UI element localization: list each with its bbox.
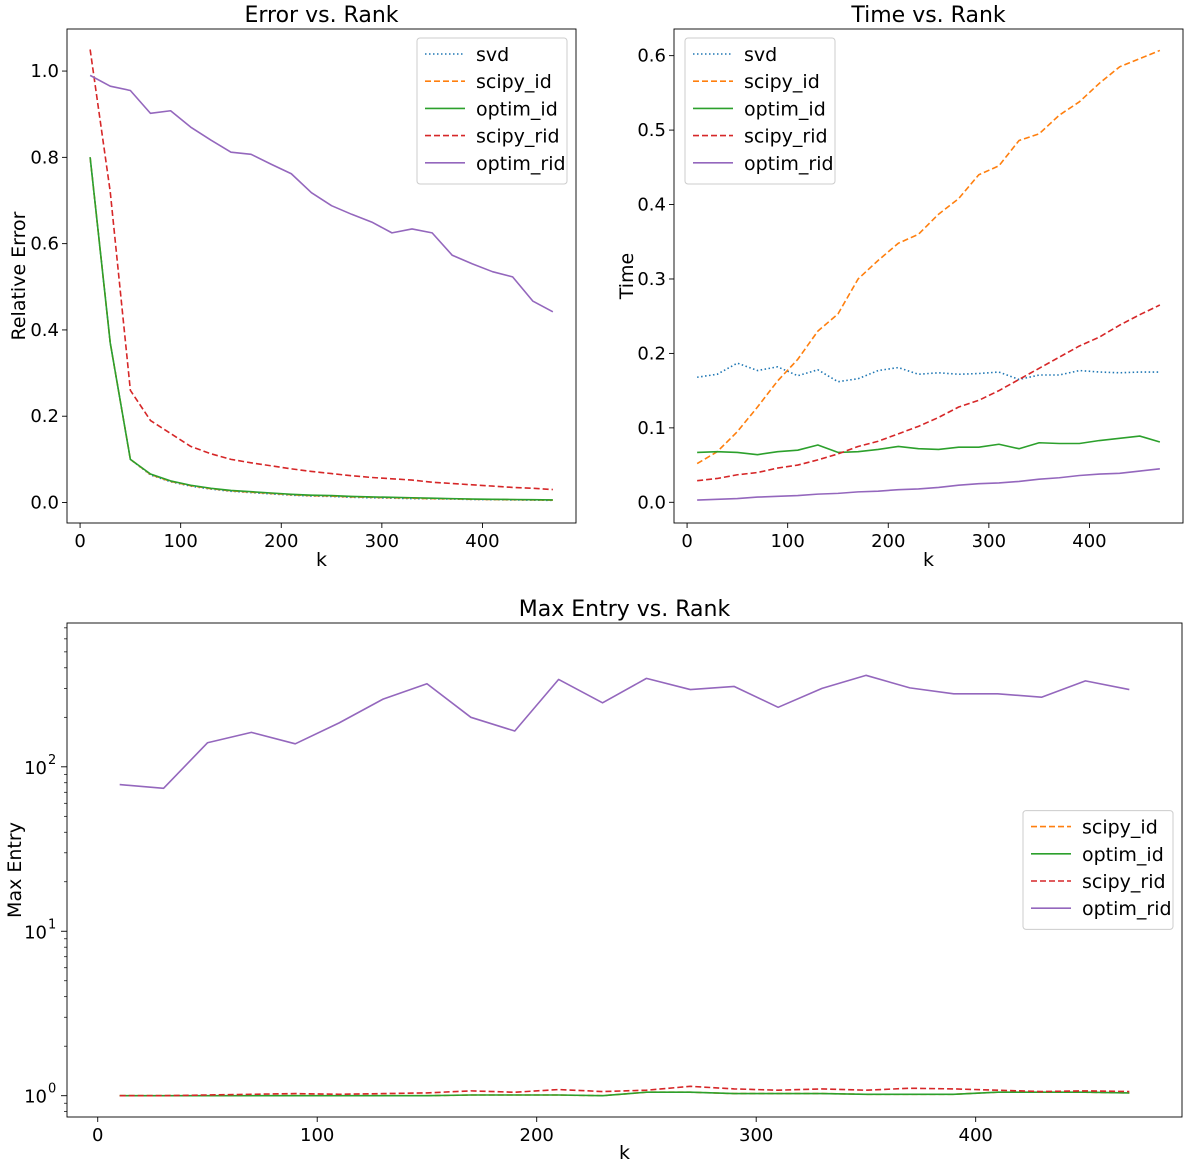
y-tick-label: 0.4: [637, 195, 666, 216]
legend-label-optim_id: optim_id: [476, 98, 558, 120]
x-axis-label: k: [923, 549, 934, 571]
legend-label-scipy_rid: scipy_rid: [1082, 871, 1166, 893]
legend-frame: [684, 37, 836, 185]
time-vs-rank-chart: Time vs. Rank 0 100 200 300 400 0.0 0.1 0.2 0.3 0.…: [616, 3, 1184, 571]
y-tick-exponent: 0: [48, 1082, 56, 1097]
y-tick-label: 0.0: [637, 492, 666, 513]
series-line-scipy_rid: [697, 304, 1161, 482]
legend-label-optim_id: optim_id: [1082, 844, 1164, 866]
x-tick-label: 300: [972, 531, 1006, 552]
x-tick-label: 400: [1072, 531, 1106, 552]
series-line-scipy_id: [696, 49, 1161, 465]
error-vs-rank-chart: Error vs. Rank 0 100 200 300 400 0.0 0.2 0.4 0.6 0…: [8, 3, 577, 571]
y-tick-label: 1.0: [30, 61, 59, 82]
series-line-scipy_rid: [119, 1085, 1130, 1097]
legend-label-scipy_rid: scipy_rid: [476, 126, 560, 148]
x-tick-label: 0: [681, 531, 692, 552]
legend: svd scipy_id optim_id scipy_rid optim_rid: [684, 37, 836, 185]
legend-label-scipy_id: scipy_id: [1082, 817, 1158, 839]
x-tick-label: 300: [739, 1125, 773, 1146]
x-tick-label: 200: [520, 1125, 554, 1146]
plot-frame: [673, 28, 1184, 524]
series-line-optim_id: [697, 435, 1161, 456]
y-axis-label: Max Entry: [4, 822, 26, 918]
legend: svd scipy_id optim_id scipy_rid optim_rid: [416, 37, 568, 185]
y-tick-label: 0.1: [637, 418, 666, 439]
y-tick-label: 0.6: [30, 234, 59, 255]
legend-label-scipy_id: scipy_id: [744, 71, 820, 93]
series-lines: [119, 674, 1130, 1097]
x-tick-label: 100: [770, 531, 804, 552]
y-axis-label: Relative Error: [8, 211, 30, 340]
legend-label-optim_id: optim_id: [744, 98, 826, 120]
y-tick-exponent: 1: [48, 917, 56, 932]
legend-label-scipy_id: scipy_id: [476, 71, 552, 93]
legend-label-optim_rid: optim_rid: [744, 153, 834, 175]
y-tick-label: 10: [24, 1087, 47, 1108]
y-tick-label: 0.4: [30, 320, 59, 341]
legend-label-svd: svd: [476, 44, 509, 66]
x-tick-label: 0: [92, 1125, 103, 1146]
y-tick-label: 0.2: [637, 343, 666, 364]
y-axis-label: Time: [616, 253, 638, 301]
x-tick-label: 0: [74, 531, 85, 552]
series-line-scipy_rid: [89, 49, 553, 491]
y-tick-label: 0.0: [30, 493, 59, 514]
y-tick-label: 0.5: [637, 120, 666, 141]
y-tick-label: 0.6: [637, 46, 666, 67]
chart-title: Time vs. Rank: [850, 3, 1006, 28]
series-line-optim_id: [89, 157, 553, 501]
series-line-optim_id: [119, 1091, 1130, 1097]
x-tick-label: 400: [465, 531, 499, 552]
x-tick-label: 100: [300, 1125, 334, 1146]
y-tick-label: 10: [24, 922, 47, 943]
y-tick-exponent: 2: [48, 753, 56, 768]
x-axis-label: k: [316, 549, 327, 571]
legend-label-optim_rid: optim_rid: [1082, 898, 1172, 920]
series-line-optim_rid: [89, 74, 554, 313]
y-tick-label: 0.3: [637, 269, 666, 290]
legend-label-scipy_rid: scipy_rid: [744, 126, 828, 148]
chart-title: Max Entry vs. Rank: [519, 597, 731, 622]
x-tick-label: 100: [163, 531, 197, 552]
series-line-optim_rid: [697, 468, 1160, 501]
x-tick-label: 300: [365, 531, 399, 552]
y-tick-label: 0.8: [30, 147, 59, 168]
x-tick-label: 200: [871, 531, 905, 552]
series-line-svd: [697, 362, 1160, 383]
series-lines: [89, 49, 554, 502]
chart-title: Error vs. Rank: [244, 3, 398, 28]
x-tick-label: 200: [264, 531, 298, 552]
legend: scipy_id optim_id scipy_rid optim_rid: [1022, 810, 1174, 930]
legend-label-svd: svd: [744, 44, 777, 66]
legend-frame: [1022, 810, 1174, 930]
plot-frame: [66, 622, 1183, 1118]
plot-frame: [66, 28, 577, 524]
series-lines: [696, 49, 1161, 501]
y-tick-label: 10: [24, 758, 47, 779]
x-tick-label: 400: [959, 1125, 993, 1146]
x-axis-label: k: [619, 1142, 630, 1164]
series-line-optim_rid: [119, 674, 1130, 790]
y-tick-label: 0.2: [30, 406, 59, 427]
legend-label-optim_rid: optim_rid: [476, 153, 566, 175]
legend-frame: [416, 37, 568, 185]
